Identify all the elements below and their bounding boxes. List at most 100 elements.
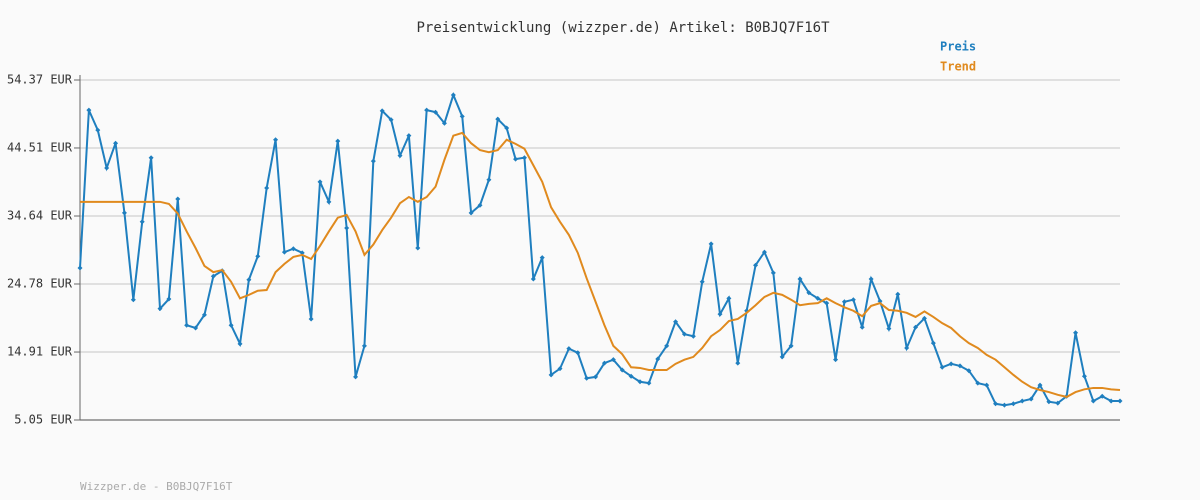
point-marker xyxy=(584,375,590,381)
point-marker xyxy=(753,262,759,268)
point-marker xyxy=(913,324,919,330)
point-marker xyxy=(681,331,687,337)
point-marker xyxy=(290,246,296,252)
point-marker xyxy=(246,277,252,283)
point-marker xyxy=(539,255,545,261)
point-marker xyxy=(530,276,536,282)
point-marker xyxy=(193,325,199,331)
point-marker xyxy=(939,364,945,370)
point-marker xyxy=(335,138,341,144)
point-marker xyxy=(566,346,572,352)
point-marker xyxy=(344,225,350,231)
point-marker xyxy=(308,316,314,322)
point-marker xyxy=(815,295,821,301)
point-marker xyxy=(86,107,92,113)
point-marker xyxy=(326,199,332,205)
point-marker xyxy=(575,350,581,356)
point-marker xyxy=(548,372,554,378)
point-marker xyxy=(317,179,323,185)
point-marker xyxy=(104,165,110,171)
point-marker xyxy=(868,276,874,282)
point-marker xyxy=(1055,400,1061,406)
point-marker xyxy=(157,306,163,312)
point-marker xyxy=(379,108,385,114)
point-marker xyxy=(1081,373,1087,379)
point-marker xyxy=(1099,393,1105,399)
legend-entry: Trend xyxy=(940,60,976,74)
point-marker xyxy=(717,311,723,317)
point-marker xyxy=(424,107,430,113)
point-marker xyxy=(459,113,465,119)
point-marker xyxy=(708,241,714,247)
series-line xyxy=(79,92,1120,407)
y-tick-label: 24.78 EUR xyxy=(7,276,73,290)
point-marker xyxy=(726,295,732,301)
point-marker xyxy=(957,363,963,369)
point-marker xyxy=(486,177,492,183)
point-marker xyxy=(930,340,936,346)
point-marker xyxy=(593,374,599,380)
point-marker xyxy=(77,265,83,271)
point-marker xyxy=(1010,401,1016,407)
point-marker xyxy=(886,326,892,332)
point-marker xyxy=(1019,398,1025,404)
point-marker xyxy=(166,296,172,302)
point-marker xyxy=(690,333,696,339)
point-marker xyxy=(921,315,927,321)
point-marker xyxy=(797,276,803,282)
point-marker xyxy=(130,297,136,303)
point-marker xyxy=(948,361,954,367)
point-marker xyxy=(628,373,634,379)
point-marker xyxy=(841,299,847,305)
point-marker xyxy=(450,92,456,98)
point-marker xyxy=(993,401,999,407)
point-marker xyxy=(521,155,527,161)
point-marker xyxy=(415,245,421,251)
point-marker xyxy=(264,185,270,191)
point-marker xyxy=(824,300,830,306)
y-tick-label: 34.64 EUR xyxy=(7,209,73,223)
point-marker xyxy=(406,133,412,139)
y-tick-label: 5.05 EUR xyxy=(14,413,73,427)
point-marker xyxy=(779,354,785,360)
point-marker xyxy=(1117,398,1123,404)
point-marker xyxy=(361,343,367,349)
point-marker xyxy=(370,158,376,164)
point-marker xyxy=(477,202,483,208)
chart-title: Preisentwicklung (wizzper.de) Artikel: B… xyxy=(416,20,830,36)
y-tick-label: 44.51 EUR xyxy=(7,140,73,154)
point-marker xyxy=(299,250,305,256)
legend-entry: Preis xyxy=(940,40,976,54)
point-marker xyxy=(975,380,981,386)
point-marker xyxy=(273,137,279,143)
point-marker xyxy=(1001,402,1007,408)
point-marker xyxy=(966,368,972,374)
point-marker xyxy=(121,210,127,216)
point-marker xyxy=(806,290,812,296)
point-marker xyxy=(388,117,394,123)
point-marker xyxy=(761,249,767,255)
footer: Wizzper.de - B0BJQ7F16T xyxy=(80,480,233,493)
point-marker xyxy=(175,196,181,202)
point-marker xyxy=(113,140,119,146)
point-marker xyxy=(1073,330,1079,336)
point-marker xyxy=(468,210,474,216)
point-marker xyxy=(646,380,652,386)
point-marker xyxy=(770,270,776,276)
point-marker xyxy=(433,109,439,115)
point-marker xyxy=(353,374,359,380)
point-marker xyxy=(557,366,563,372)
point-marker xyxy=(664,343,670,349)
point-marker xyxy=(210,273,216,279)
series-line xyxy=(80,131,1121,398)
point-marker xyxy=(1028,396,1034,402)
point-marker xyxy=(735,360,741,366)
point-marker xyxy=(95,127,101,133)
point-marker xyxy=(255,253,261,259)
point-marker xyxy=(673,319,679,325)
point-marker xyxy=(148,155,154,161)
point-marker xyxy=(397,153,403,159)
point-marker xyxy=(1108,398,1114,404)
point-marker xyxy=(1037,382,1043,388)
